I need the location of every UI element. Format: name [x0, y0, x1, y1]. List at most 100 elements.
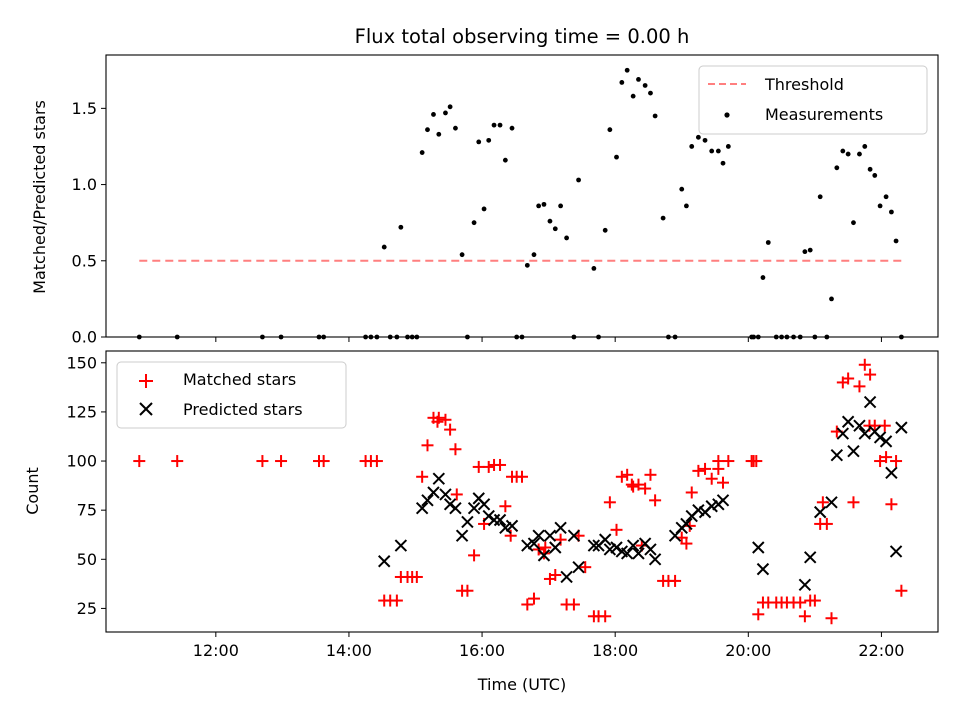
predicted-stars-point	[455, 529, 469, 542]
matched-stars-point	[410, 570, 423, 583]
matched-legend-label: Matched stars	[183, 370, 296, 389]
predicted-stars-point	[626, 539, 640, 552]
predicted-legend-label: Predicted stars	[183, 400, 303, 419]
predicted-stars-point	[620, 547, 634, 560]
matched-stars-point	[171, 455, 184, 468]
predicted-stars-point	[378, 555, 391, 568]
predicted-stars-point	[532, 529, 545, 542]
matched-stars-point	[275, 455, 288, 468]
predicted-stars-point	[836, 427, 850, 440]
predicted-stars-point	[798, 578, 812, 592]
measurements-legend-label: Measurements	[765, 105, 883, 124]
matched-stars-point	[847, 496, 860, 509]
measurement-point	[660, 215, 666, 221]
matched-stars-point	[468, 549, 481, 562]
matched-stars-point	[439, 413, 452, 426]
predicted-stars-point	[863, 395, 877, 409]
predicted-stars-point	[467, 501, 481, 515]
matched-stars-point	[794, 596, 807, 609]
top-y-tick-label: 0.0	[72, 328, 97, 347]
measurement-point	[720, 160, 726, 166]
measurement-point	[497, 122, 503, 128]
matched-stars-point	[680, 537, 693, 550]
measurement-point	[630, 93, 636, 99]
measurement-point	[642, 83, 648, 88]
top-axes-frame	[105, 54, 939, 338]
matched-stars-point	[798, 610, 811, 623]
measurement-point	[602, 227, 608, 233]
predicted-stars-point	[567, 529, 581, 542]
matched-stars-point	[858, 358, 871, 371]
measurement-point	[607, 127, 613, 133]
predicted-stars-point	[716, 494, 730, 507]
measurement-point	[476, 139, 482, 145]
matched-stars-point	[599, 610, 612, 623]
predicted-stars-point	[527, 537, 541, 550]
bottom-y-tick-label: 150	[66, 353, 97, 372]
predicted-stars-point	[461, 515, 474, 529]
predicted-stars-point	[858, 427, 871, 440]
matched-stars-point	[450, 488, 463, 501]
predicted-stars-point	[560, 570, 573, 584]
predicted-stars-point	[847, 445, 860, 458]
matched-stars-point	[579, 561, 592, 574]
measurement-point	[431, 112, 436, 117]
predicted-stars-point	[549, 541, 562, 554]
measurement-point	[491, 122, 497, 128]
measurement-point	[857, 151, 862, 157]
matched-stars-point	[669, 574, 682, 587]
matched-stars-point	[864, 368, 877, 381]
x-tick-label: 12:00	[193, 641, 239, 660]
measurement-point	[840, 148, 846, 154]
measurements-legend-swatch	[724, 112, 730, 118]
measurement-point	[547, 218, 553, 224]
predicted-stars-point	[432, 472, 446, 485]
measurement-point	[552, 226, 558, 232]
measurement-point	[576, 177, 581, 183]
x-axis-label: Time (UTC)	[477, 675, 566, 694]
matched-stars-point	[644, 468, 657, 481]
predicted-stars-point	[543, 529, 557, 542]
matched-stars-point	[639, 482, 652, 495]
measurement-point	[715, 148, 721, 154]
predicted-stars-point	[825, 496, 838, 509]
matched-stars-point	[317, 455, 330, 468]
measurement-point	[889, 209, 894, 215]
threshold-legend-label: Threshold	[764, 75, 844, 94]
matched-stars-point	[449, 443, 462, 456]
measurement-point	[684, 203, 689, 209]
measurement-point	[502, 157, 508, 163]
matched-stars-point	[549, 569, 562, 582]
predicted-stars-point	[853, 419, 866, 432]
matched-stars-point	[615, 470, 628, 483]
predicted-stars-point	[680, 517, 693, 531]
predicted-stars-point	[752, 541, 765, 554]
matched-stars-point	[133, 455, 146, 468]
x-tick-label: 16:00	[459, 641, 505, 660]
predicted-stars-point	[505, 519, 519, 533]
x-tick-label: 22:00	[858, 641, 904, 660]
bottom-y-axis-label: Count	[23, 467, 42, 515]
measurement-point	[471, 220, 477, 226]
bottom-plot-area: 12:00 14:00 16:00 18:00 20:00 22:00 25 50 75 100 1…	[66, 353, 908, 660]
measurement-point	[453, 125, 458, 131]
matched-stars-point	[820, 517, 833, 530]
predicted-stars-point	[803, 551, 817, 564]
measurement-point	[381, 244, 387, 250]
measurement-point	[591, 266, 597, 271]
measurement-point	[619, 80, 625, 85]
predicted-stars-point	[439, 488, 452, 501]
measurement-point	[817, 194, 823, 200]
measurement-point	[509, 125, 515, 131]
matched-stars-point	[499, 500, 512, 513]
measurement-point	[765, 240, 771, 245]
matched-stars-point	[603, 496, 616, 509]
measurement-point	[802, 249, 808, 255]
measurement-point	[624, 67, 630, 73]
measurement-point	[636, 76, 641, 82]
measurement-point	[834, 165, 840, 171]
measurement-point	[536, 203, 542, 209]
predicted-stars-point	[895, 421, 908, 434]
matched-stars-point	[567, 598, 580, 611]
predicted-stars-point	[813, 505, 827, 519]
